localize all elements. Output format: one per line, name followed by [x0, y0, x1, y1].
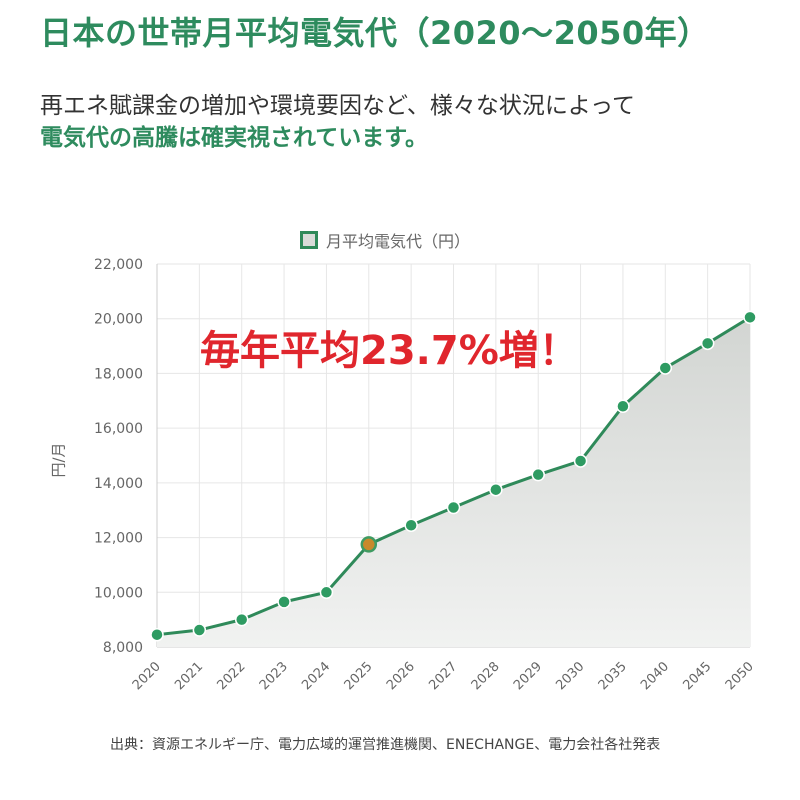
data-point [277, 595, 291, 609]
x-tick-label: 2020 [130, 659, 164, 693]
y-tick-label: 14,000 [94, 476, 143, 492]
x-tick-label: 2027 [426, 659, 460, 693]
data-point [446, 500, 461, 515]
x-tick-label: 2025 [342, 659, 376, 693]
x-tick-label: 2040 [638, 659, 672, 693]
x-tick-label: 2045 [680, 659, 714, 693]
x-tick-label: 2050 [723, 659, 757, 693]
data-point [192, 623, 207, 637]
data-point [489, 482, 503, 497]
data-point [531, 467, 545, 482]
x-tick-label: 2023 [257, 659, 291, 693]
y-tick-label: 20,000 [94, 312, 143, 328]
y-tick-label: 22,000 [94, 257, 143, 273]
data-point [234, 612, 249, 627]
source-note: 出典：資源エネルギー庁、電力広域的運営推進機関、ENECHANGE、電力会社各社… [110, 737, 661, 753]
series-area [157, 317, 750, 647]
x-tick-label: 2026 [384, 659, 418, 693]
y-tick-label: 12,000 [94, 531, 143, 547]
data-point [743, 310, 757, 325]
chart-legend[interactable]: 月平均電気代（円） [300, 228, 470, 252]
y-tick-label: 8,000 [103, 640, 143, 656]
x-tick-label: 2022 [215, 659, 249, 693]
legend-swatch [300, 231, 318, 249]
data-point [573, 454, 588, 468]
legend-label: 月平均電気代（円） [326, 232, 471, 251]
data-point [658, 361, 673, 375]
subtitle-line-2: 電気代の高騰は確実視されています。 [40, 125, 429, 151]
data-point [150, 627, 164, 642]
x-tick-label: 2029 [511, 659, 545, 693]
y-tick-label: 10,000 [94, 585, 143, 601]
x-tick-label: 2035 [596, 659, 630, 693]
data-point [404, 518, 418, 533]
data-point-highlight [360, 536, 378, 553]
x-tick-label: 2021 [172, 659, 206, 693]
y-tick-label: 16,000 [94, 421, 143, 437]
data-point [616, 399, 630, 414]
subtitle-line-1: 再エネ賦課金の増加や環境要因など、様々な状況によって [40, 93, 636, 119]
data-point [700, 336, 715, 351]
x-tick-label: 2028 [469, 659, 503, 693]
subtitle: 再エネ賦課金の増加や環境要因など、様々な状況によって 電気代の高騰は確実視されて… [40, 90, 635, 154]
growth-annotation: 毎年平均23.7%増！ [200, 328, 579, 374]
x-tick-label: 2030 [553, 659, 587, 693]
y-tick-label: 18,000 [94, 366, 143, 382]
data-point [319, 585, 334, 600]
x-tick-label: 2024 [299, 659, 333, 693]
page-title: 日本の世帯月平均電気代（2020～2050年） [40, 14, 710, 52]
